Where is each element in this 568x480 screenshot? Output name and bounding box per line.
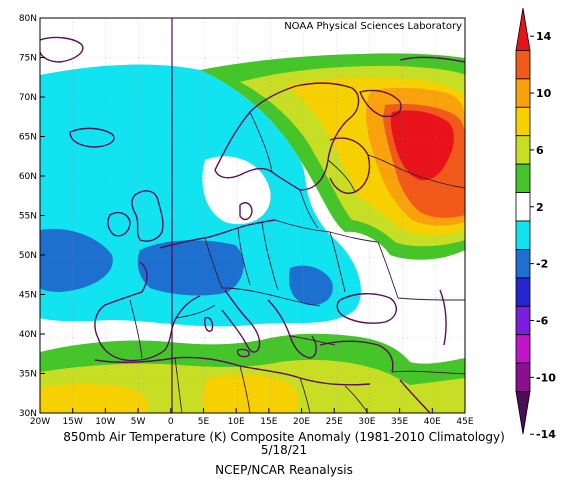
lon-tick-label: 20E xyxy=(293,417,310,427)
source-label: NOAA Physical Sciences Laboratory xyxy=(284,21,462,32)
colorbar-label: 14 xyxy=(536,30,552,43)
lat-tick-label: 30N xyxy=(19,409,37,419)
colorbar-segment xyxy=(515,163,531,193)
lat-tick-label: 40N xyxy=(19,330,37,340)
lon-tick-label: 45E xyxy=(456,417,473,427)
colorbar-segment xyxy=(515,305,531,336)
lon-tick-label: 10E xyxy=(228,417,245,427)
colorbar-segment xyxy=(515,391,531,435)
colorbar-segment xyxy=(515,249,531,279)
lon-tick-label: 15E xyxy=(260,417,277,427)
lat-tick-label: 75N xyxy=(19,54,37,64)
lon-tick-label: 5W xyxy=(131,417,146,427)
lon-tick-label: 15W xyxy=(63,417,83,427)
colorbar-label: -10 xyxy=(536,371,556,384)
lat-tick-label: 50N xyxy=(19,251,37,261)
caption-date: 5/18/21 xyxy=(260,443,308,457)
colorbar-label: 10 xyxy=(536,87,552,100)
lon-tick-label: 5E xyxy=(198,417,210,427)
colorbar-segment xyxy=(515,277,531,307)
grid-lines xyxy=(40,18,465,413)
colorbar-segment xyxy=(515,362,531,392)
colorbar-segment xyxy=(515,135,531,165)
lon-tick-label: 25E xyxy=(326,417,343,427)
latitude-axis: 80N 75N 70N 65N 60N 55N 50N 45N 40N 35N 30N xyxy=(19,14,45,419)
lon-tick-label: 10W xyxy=(95,417,115,427)
colorbar-label: -2 xyxy=(536,258,548,271)
lon-tick-label: 30E xyxy=(358,417,375,427)
caption-title: 850mb Air Temperature (K) Composite Anom… xyxy=(63,430,505,444)
lat-tick-label: 45N xyxy=(19,291,37,301)
colorbar-segment xyxy=(515,50,531,80)
lon-tick-label: 40E xyxy=(424,417,441,427)
lat-tick-label: 80N xyxy=(19,14,37,24)
lat-tick-label: 55N xyxy=(19,212,37,222)
colorbar-segment xyxy=(515,192,531,222)
colorbar: 14 10 6 2 -2 -6 -10 -14 xyxy=(515,7,556,441)
colorbar-segment xyxy=(515,220,531,250)
colorbar-label: -14 xyxy=(536,428,556,441)
lon-tick-label: 35E xyxy=(391,417,408,427)
lat-tick-label: 65N xyxy=(19,133,37,143)
lat-tick-label: 70N xyxy=(19,93,37,103)
colorbar-segment xyxy=(515,78,531,108)
colorbar-label: -6 xyxy=(536,315,549,328)
colorbar-label: 6 xyxy=(536,144,544,157)
colorbar-segment xyxy=(515,334,531,364)
lon-tick-label: 20W xyxy=(30,417,50,427)
colorbar-label: 2 xyxy=(536,201,544,214)
plot-area xyxy=(40,18,465,413)
longitude-axis: 20W 15W 10W 5W 0 5E 10E 15E 20E 25E 30E 35E 40E 45E xyxy=(30,408,474,427)
colorbar-segment xyxy=(515,7,531,51)
lat-tick-label: 60N xyxy=(19,172,37,182)
caption-source: NCEP/NCAR Reanalysis xyxy=(215,463,353,477)
lon-tick-label: 0 xyxy=(168,417,174,427)
colorbar-segment xyxy=(515,106,531,137)
lat-tick-label: 35N xyxy=(19,370,37,380)
source-label-bg xyxy=(283,19,464,32)
